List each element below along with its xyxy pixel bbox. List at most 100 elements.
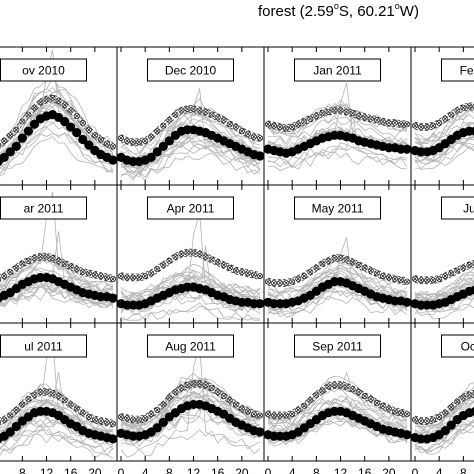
x-marker [55, 393, 62, 400]
panel-7: May 2011 [263, 184, 412, 324]
x-marker [385, 405, 392, 412]
x-tick-label: 16 [64, 466, 78, 474]
daily-trace [267, 264, 408, 298]
x-marker [37, 99, 44, 106]
x-marker [430, 277, 437, 284]
x-marker [424, 417, 431, 424]
x-marker [391, 408, 398, 415]
x-marker [331, 107, 338, 114]
daily-trace [414, 277, 474, 302]
x-marker [208, 384, 215, 391]
daily-trace [0, 106, 114, 166]
x-tick-label: 0 [412, 466, 419, 474]
mean-dot [158, 141, 168, 151]
daily-trace [414, 273, 474, 303]
daily-trace [0, 100, 114, 161]
x-marker [19, 118, 26, 125]
x-marker [343, 256, 350, 263]
envelope-line [267, 106, 407, 126]
x-marker [379, 118, 386, 125]
x-marker [367, 267, 374, 274]
x-tick-label: 12 [334, 466, 348, 474]
panel-10: Aug 2011 [116, 322, 265, 462]
daily-trace [0, 95, 114, 163]
x-marker [31, 104, 38, 111]
x-marker [154, 128, 161, 135]
x-tick-label: 8 [313, 466, 320, 474]
daily-trace [120, 305, 261, 321]
x-marker [202, 253, 209, 260]
x-marker [343, 108, 350, 115]
x-marker [124, 415, 131, 422]
x-marker [289, 124, 296, 131]
x-marker [220, 262, 227, 269]
x-tick-label: 8 [166, 466, 173, 474]
x-marker [295, 275, 302, 282]
x-tick-label: 4 [436, 466, 443, 474]
daily-trace [414, 424, 474, 455]
x-marker [103, 274, 110, 281]
x-marker [238, 405, 245, 412]
x-marker [226, 264, 233, 271]
x-marker [367, 115, 374, 122]
daily-trace [120, 144, 261, 178]
panel-plot-area [411, 102, 474, 170]
x-marker [202, 382, 209, 389]
x-marker [103, 140, 110, 147]
x-marker [67, 107, 74, 114]
panel-plot-area [0, 49, 117, 177]
x-marker [313, 391, 320, 398]
x-marker [91, 132, 98, 139]
x-marker [271, 122, 278, 129]
x-marker [25, 111, 32, 118]
x-marker [238, 128, 245, 135]
envelope-line [0, 388, 114, 421]
x-marker [91, 416, 98, 423]
daily-trace [0, 133, 114, 172]
x-marker [110, 143, 117, 150]
x-marker [172, 253, 179, 260]
x-marker [49, 255, 56, 262]
x-marker [166, 257, 173, 264]
daily-trace [267, 383, 408, 428]
daily-trace [267, 151, 408, 171]
x-marker [160, 262, 167, 269]
x-marker [289, 278, 296, 285]
mean-dot [255, 151, 264, 161]
x-marker [19, 401, 26, 408]
mean-dot [11, 141, 21, 151]
daily-trace [414, 135, 474, 163]
x-marker [31, 255, 38, 262]
x-marker [196, 250, 203, 257]
daily-trace [0, 136, 114, 175]
mean-dot [23, 126, 33, 136]
daily-trace [120, 408, 261, 448]
month-label: Feb 2011 [460, 64, 474, 78]
daily-trace [0, 289, 114, 309]
x-marker [430, 416, 437, 423]
x-marker [442, 273, 449, 280]
x-marker [355, 113, 362, 120]
mean-dot [470, 126, 474, 136]
x-marker [97, 136, 104, 143]
daily-trace [120, 267, 261, 298]
x-marker [61, 260, 68, 267]
mean-dot [152, 147, 162, 157]
x-marker [178, 250, 185, 257]
panel-plot-area [0, 333, 117, 459]
x-marker [325, 383, 332, 390]
mean-dot [17, 133, 27, 143]
x-marker [220, 117, 227, 124]
daily-trace [414, 304, 474, 320]
daily-trace [414, 401, 474, 437]
panel-plot-area [117, 343, 264, 458]
x-marker [244, 408, 251, 415]
daily-trace [414, 109, 474, 145]
x-marker [391, 119, 398, 126]
x-marker [349, 259, 356, 266]
daily-trace [414, 121, 474, 156]
x-tick-label: 4 [142, 466, 149, 474]
daily-trace [414, 287, 474, 307]
x-marker [277, 124, 284, 131]
daily-trace [0, 429, 114, 454]
